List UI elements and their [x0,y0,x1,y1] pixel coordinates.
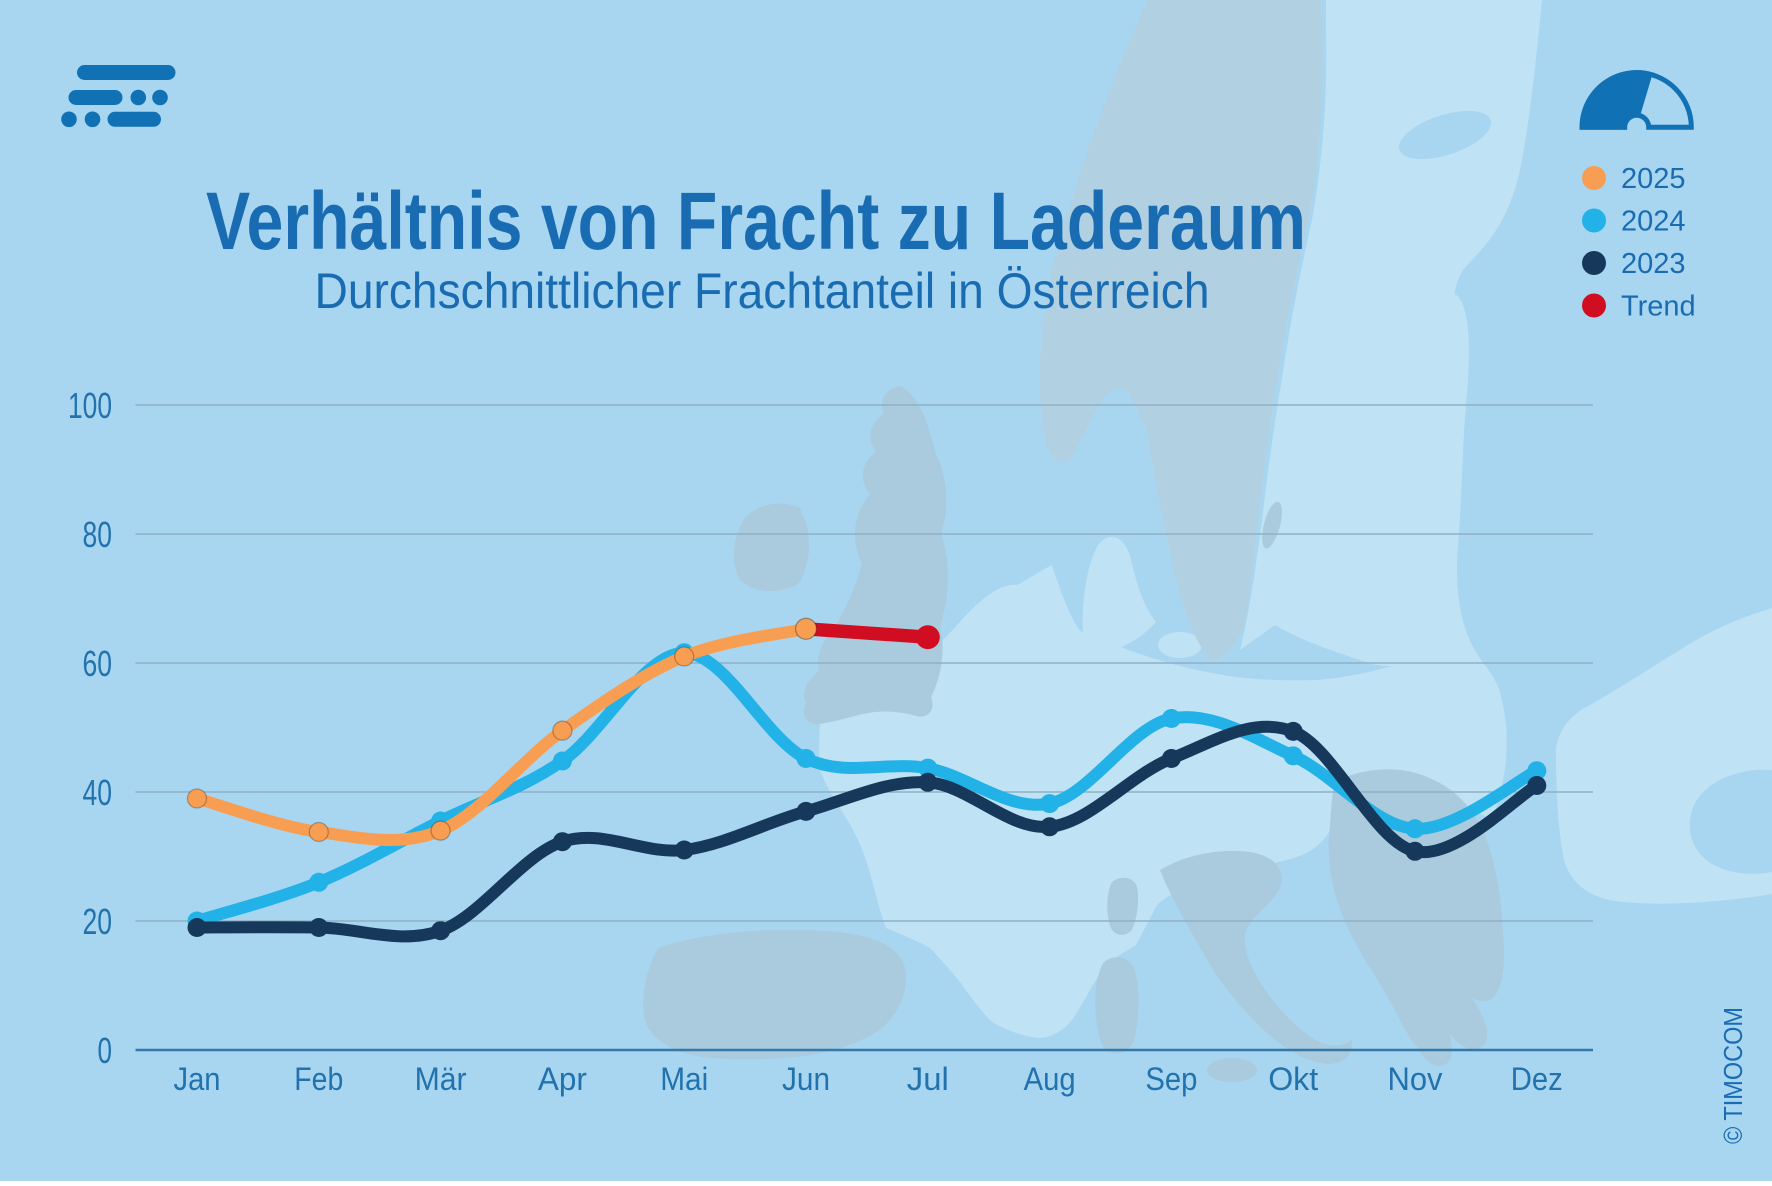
svg-text:Mai: Mai [660,1061,708,1097]
svg-text:Mär: Mär [415,1061,467,1097]
svg-text:20: 20 [83,901,113,942]
svg-text:2025: 2025 [1621,163,1686,195]
svg-text:2024: 2024 [1621,206,1686,238]
svg-text:2023: 2023 [1621,248,1686,280]
svg-text:60: 60 [83,643,113,684]
svg-text:Sep: Sep [1145,1061,1197,1097]
svg-text:Apr: Apr [538,1061,587,1097]
svg-text:Aug: Aug [1024,1061,1076,1097]
svg-text:Dez: Dez [1511,1061,1563,1097]
svg-text:100: 100 [68,385,112,426]
svg-text:Okt: Okt [1268,1061,1318,1097]
svg-text:40: 40 [83,772,113,813]
svg-text:80: 80 [83,514,113,555]
svg-text:Jul: Jul [907,1061,949,1097]
svg-text:Jun: Jun [782,1061,830,1097]
svg-text:© TIMOCOM: © TIMOCOM [1718,1007,1748,1144]
svg-text:Feb: Feb [294,1061,343,1097]
svg-text:Jan: Jan [174,1061,221,1097]
svg-text:Durchschnittlicher Frachtantei: Durchschnittlicher Frachtanteil in Öster… [315,263,1210,319]
svg-text:Trend: Trend [1621,291,1696,323]
svg-text:Verhältnis von Fracht zu Lader: Verhältnis von Fracht zu Laderaum [206,176,1306,267]
svg-text:0: 0 [98,1030,113,1071]
svg-text:Nov: Nov [1388,1061,1443,1097]
